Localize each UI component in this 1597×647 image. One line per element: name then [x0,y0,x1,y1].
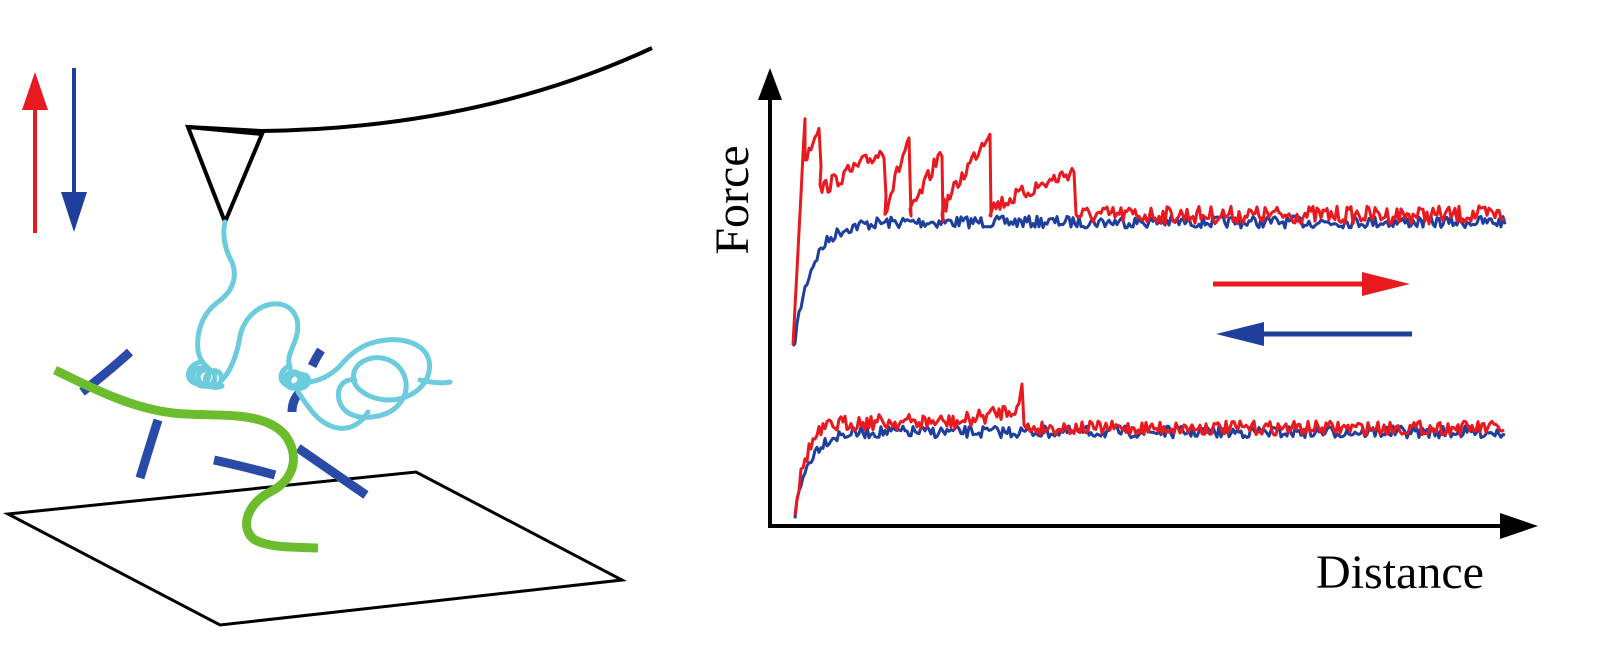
blue-left-arrow-icon [1216,322,1412,346]
polymer-chain [186,219,453,431]
x-axis-label: Distance [1316,546,1484,599]
force-distance-plot: Force Distance [706,68,1538,599]
y-axis-label: Force [706,145,759,254]
red-right-arrow-icon [1213,272,1410,296]
y-axis-arrowhead-icon [758,68,782,100]
cantilever [187,46,653,134]
red-up-arrow-icon [22,72,48,233]
upper-approach-curve [791,117,1506,346]
blue-down-arrow-icon [61,68,87,232]
x-axis-arrowhead-icon [1500,513,1538,539]
force-curves [791,117,1507,519]
afm-schematic [2,46,653,627]
upper-retract-curve [791,214,1507,347]
afm-tip [184,124,265,228]
green-strand [53,365,319,553]
lower-retract-curve [793,424,1506,519]
lower-approach-curve [793,382,1505,516]
